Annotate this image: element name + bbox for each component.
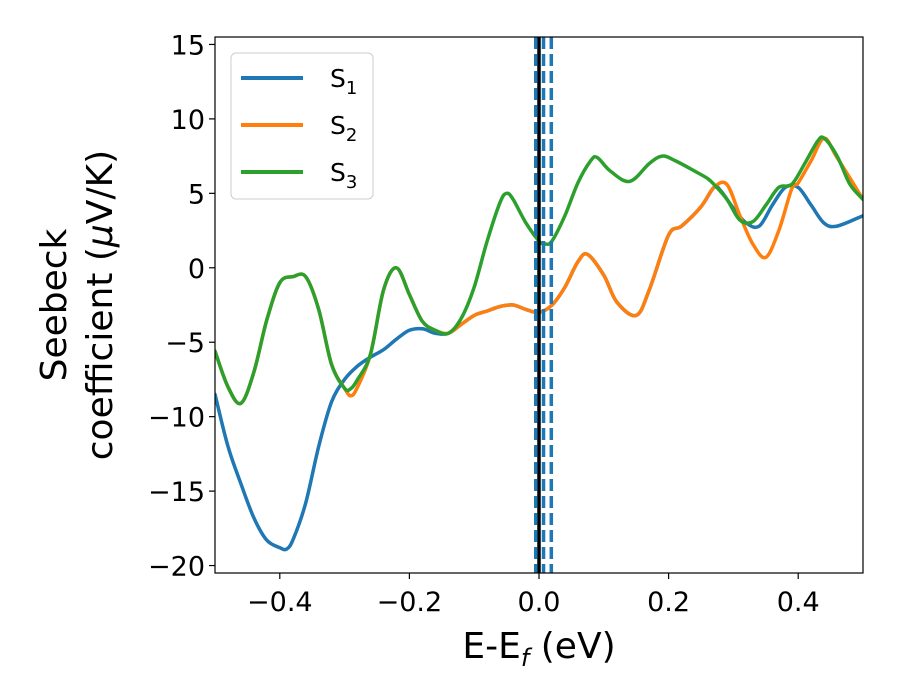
legend-label-S1: S1	[330, 64, 357, 99]
x-tick-label: 0.0	[518, 587, 561, 618]
y-tick-label: −15	[148, 477, 205, 508]
x-tick-label: 0.4	[777, 587, 820, 618]
y-tick-label: 15	[171, 30, 205, 61]
series-layer	[215, 135, 863, 552]
series-line-S3	[215, 135, 863, 406]
x-axis-label: E-Ef (eV)	[462, 626, 615, 672]
y-axis-label-line1: Seebeck	[34, 228, 75, 381]
y-axis-label: Seebeck coefficient (μV/K)	[34, 150, 121, 460]
y-tick-label: −10	[148, 403, 205, 434]
x-tick-label: 0.2	[647, 587, 690, 618]
legend-label-S2: S2	[330, 111, 357, 146]
legend: S1 S2 S3	[230, 52, 374, 200]
y-tick-label: −20	[148, 552, 205, 583]
x-axis-ticks: −0.4 −0.2 0.0 0.2 0.4	[247, 573, 820, 618]
x-tick-label: −0.4	[247, 587, 313, 618]
y-tick-label: −5	[165, 328, 205, 359]
y-tick-label: 10	[171, 105, 205, 136]
reference-lines	[534, 37, 554, 573]
y-tick-label: 5	[188, 179, 205, 210]
y-axis-ticks: 15 10 5 0 −5 −10 −15 −20	[148, 30, 215, 583]
y-tick-label: 0	[188, 254, 205, 285]
legend-label-S3: S3	[330, 158, 357, 193]
y-axis-label-line2: coefficient (μV/K)	[80, 150, 121, 460]
x-tick-label: −0.2	[377, 587, 443, 618]
